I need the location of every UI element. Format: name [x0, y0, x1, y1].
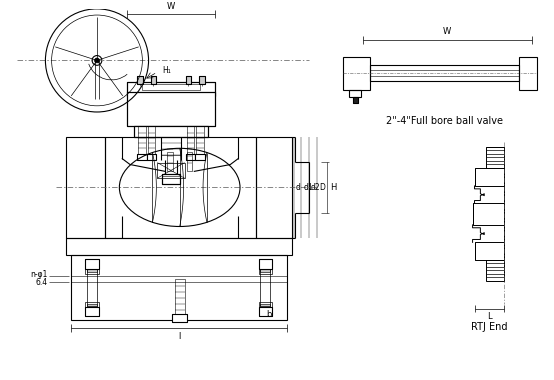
- Bar: [137, 76, 143, 84]
- Bar: [475, 242, 504, 260]
- Text: H: H: [331, 183, 337, 192]
- Bar: [147, 154, 156, 160]
- Bar: [195, 154, 205, 160]
- Bar: [343, 57, 371, 90]
- Text: L: L: [487, 312, 491, 321]
- Bar: [371, 65, 519, 81]
- Bar: [186, 76, 191, 84]
- Text: D: D: [319, 183, 325, 192]
- Bar: [85, 307, 99, 316]
- Bar: [260, 266, 270, 272]
- Text: d2: d2: [311, 183, 321, 192]
- Bar: [259, 302, 272, 312]
- Bar: [353, 97, 358, 103]
- Bar: [167, 152, 173, 171]
- Bar: [195, 154, 205, 160]
- Bar: [259, 259, 272, 269]
- Bar: [85, 259, 99, 269]
- Bar: [255, 137, 291, 238]
- Bar: [162, 174, 179, 184]
- Bar: [127, 82, 215, 97]
- Bar: [196, 126, 204, 155]
- Bar: [85, 302, 99, 312]
- Bar: [187, 126, 194, 155]
- Bar: [172, 314, 187, 322]
- Bar: [85, 264, 99, 274]
- Bar: [127, 92, 215, 126]
- Text: n-φ1: n-φ1: [30, 270, 47, 279]
- Bar: [519, 57, 537, 90]
- Text: H₁: H₁: [162, 66, 171, 74]
- Bar: [259, 264, 272, 274]
- Text: d: d: [295, 183, 300, 192]
- Bar: [142, 84, 200, 90]
- Bar: [349, 90, 361, 97]
- Bar: [87, 304, 97, 310]
- Bar: [157, 163, 184, 178]
- Bar: [127, 82, 215, 97]
- Bar: [151, 76, 156, 84]
- Bar: [199, 76, 205, 84]
- Text: b: b: [266, 310, 272, 319]
- Bar: [134, 126, 208, 137]
- Bar: [186, 154, 195, 160]
- Circle shape: [95, 58, 99, 63]
- Text: l: l: [178, 332, 181, 341]
- Text: 6.4: 6.4: [35, 278, 47, 287]
- Bar: [260, 268, 270, 306]
- Bar: [66, 137, 105, 238]
- Bar: [172, 314, 187, 322]
- Text: d1: d1: [303, 183, 313, 192]
- Bar: [353, 97, 358, 103]
- Bar: [186, 76, 191, 84]
- Bar: [137, 154, 147, 160]
- Bar: [187, 152, 192, 171]
- Bar: [137, 76, 143, 84]
- Bar: [486, 147, 504, 168]
- Bar: [259, 307, 272, 316]
- Bar: [87, 266, 97, 272]
- Bar: [138, 126, 146, 155]
- Bar: [137, 154, 147, 160]
- Bar: [473, 203, 504, 225]
- Bar: [199, 76, 205, 84]
- Bar: [66, 238, 291, 255]
- Bar: [147, 154, 156, 160]
- Text: 2"-4"Full bore ball valve: 2"-4"Full bore ball valve: [386, 116, 504, 126]
- Bar: [134, 126, 208, 137]
- Bar: [186, 154, 195, 160]
- Text: W: W: [443, 27, 452, 36]
- Text: RTJ End: RTJ End: [471, 322, 507, 332]
- Bar: [486, 260, 504, 281]
- Bar: [475, 168, 504, 186]
- Bar: [151, 76, 156, 84]
- Bar: [85, 307, 99, 316]
- Bar: [161, 137, 181, 155]
- Bar: [259, 307, 272, 316]
- Bar: [175, 279, 184, 318]
- Bar: [259, 259, 272, 269]
- Bar: [71, 255, 287, 320]
- Bar: [127, 92, 215, 126]
- Text: W: W: [167, 2, 175, 11]
- Bar: [85, 259, 99, 269]
- Bar: [147, 126, 155, 155]
- Bar: [260, 304, 270, 310]
- Bar: [87, 268, 97, 306]
- Bar: [162, 174, 179, 184]
- Bar: [105, 137, 255, 238]
